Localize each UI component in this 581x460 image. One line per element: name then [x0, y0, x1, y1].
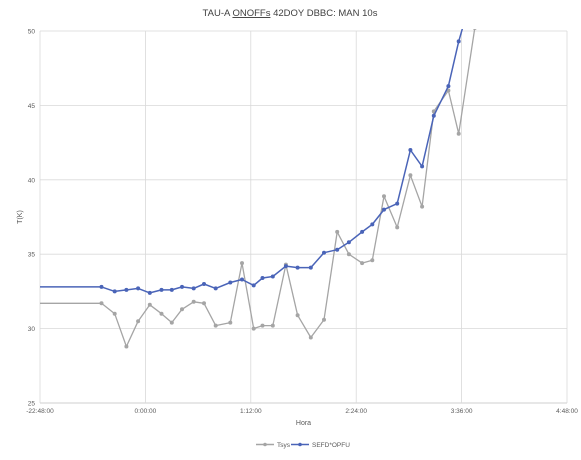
data-point — [169, 287, 174, 292]
x-tick-label: 2:24:00 — [345, 408, 367, 415]
data-point — [495, 0, 499, 3]
x-tick-label: 3:36:00 — [451, 408, 473, 415]
data-point — [147, 302, 152, 307]
chart-title: TAU-A ONOFFs 42DOY DBBC: MAN 10s — [203, 8, 378, 19]
data-point — [382, 207, 386, 212]
data-point — [308, 265, 313, 270]
data-point — [228, 280, 233, 285]
y-tick-label: 45 — [28, 103, 36, 110]
data-point — [295, 313, 300, 318]
data-point — [251, 283, 256, 288]
data-point — [136, 286, 141, 291]
data-point — [322, 317, 326, 322]
data-point — [308, 335, 313, 340]
data-point — [202, 282, 206, 286]
data-point — [322, 250, 326, 255]
legend-swatch-marker — [263, 442, 267, 447]
data-point — [180, 307, 184, 312]
data-point — [420, 164, 425, 169]
data-point — [191, 299, 196, 304]
x-tick-label: 0:00:00 — [135, 408, 157, 415]
chart-title-suffix: 42DOY DBBC: MAN 10s — [270, 8, 377, 19]
x-tick-label: 4:48:00 — [556, 408, 578, 415]
data-point — [335, 229, 340, 234]
data-point — [420, 204, 425, 209]
data-point — [464, 14, 468, 18]
data-point — [270, 323, 275, 328]
data-point — [408, 148, 413, 152]
data-point — [395, 201, 400, 206]
data-point — [240, 277, 244, 282]
axes: 25 30 35 40 45 50 -22:48:00 0:00:00 1:12:00 2:24:… — [26, 29, 578, 416]
legend-swatch-marker — [298, 442, 302, 447]
series-line-tsys — [40, 29, 476, 348]
data-point — [228, 320, 233, 325]
data-point — [99, 284, 104, 289]
data-point — [202, 301, 206, 306]
data-point — [283, 264, 288, 269]
data-point — [370, 222, 375, 227]
y-tick-label: 30 — [28, 326, 36, 333]
data-point — [456, 39, 461, 44]
data-point — [485, 7, 489, 11]
data-point — [335, 247, 340, 252]
y-tick-label: 25 — [28, 401, 36, 408]
data-point — [473, 29, 477, 30]
data-point — [446, 84, 451, 89]
data-point — [270, 274, 275, 279]
data-point — [191, 286, 196, 291]
data-point — [395, 225, 400, 230]
legend: Tsys SEFD*OPFU — [256, 442, 350, 449]
data-point — [260, 323, 265, 328]
data-point — [295, 265, 300, 270]
data-point — [180, 284, 184, 289]
data-point — [112, 311, 117, 316]
chart-title-prefix: TAU-A — [203, 8, 233, 19]
data-point — [360, 229, 365, 234]
series-layer — [40, 0, 499, 349]
y-tick-label: 40 — [28, 177, 36, 184]
gridlines — [39, 30, 568, 404]
data-point — [136, 319, 141, 324]
y-tick-label: 50 — [28, 29, 36, 36]
x-tick-label: -22:48:00 — [26, 408, 54, 415]
data-point — [213, 323, 218, 328]
data-point — [346, 252, 351, 257]
legend-entry-label: Tsys — [277, 442, 291, 449]
data-point — [346, 240, 351, 245]
legend-entry-label: SEFD*OPFU — [312, 442, 350, 449]
chart-title-underlined: ONOFFs — [232, 8, 270, 19]
x-tick-label: 1:12:00 — [240, 408, 262, 415]
data-point — [360, 261, 365, 266]
data-point — [251, 326, 256, 331]
data-point — [408, 173, 413, 178]
series-line-sefd-opfu — [40, 29, 464, 294]
data-point — [169, 320, 174, 325]
y-tick-label: 35 — [28, 252, 36, 259]
data-point — [159, 287, 164, 292]
data-point — [240, 261, 244, 266]
data-point — [382, 194, 386, 199]
data-point — [456, 131, 461, 136]
data-point — [260, 276, 265, 280]
data-point — [370, 258, 375, 263]
x-axis-label: Hora — [296, 420, 311, 427]
data-point — [159, 311, 164, 316]
data-point — [112, 289, 117, 294]
data-point — [99, 301, 104, 306]
data-point — [124, 344, 129, 349]
y-axis-label: T(K) — [17, 210, 24, 224]
data-point — [124, 287, 129, 292]
data-point — [147, 290, 152, 295]
data-point — [431, 113, 436, 118]
data-point — [213, 286, 218, 291]
